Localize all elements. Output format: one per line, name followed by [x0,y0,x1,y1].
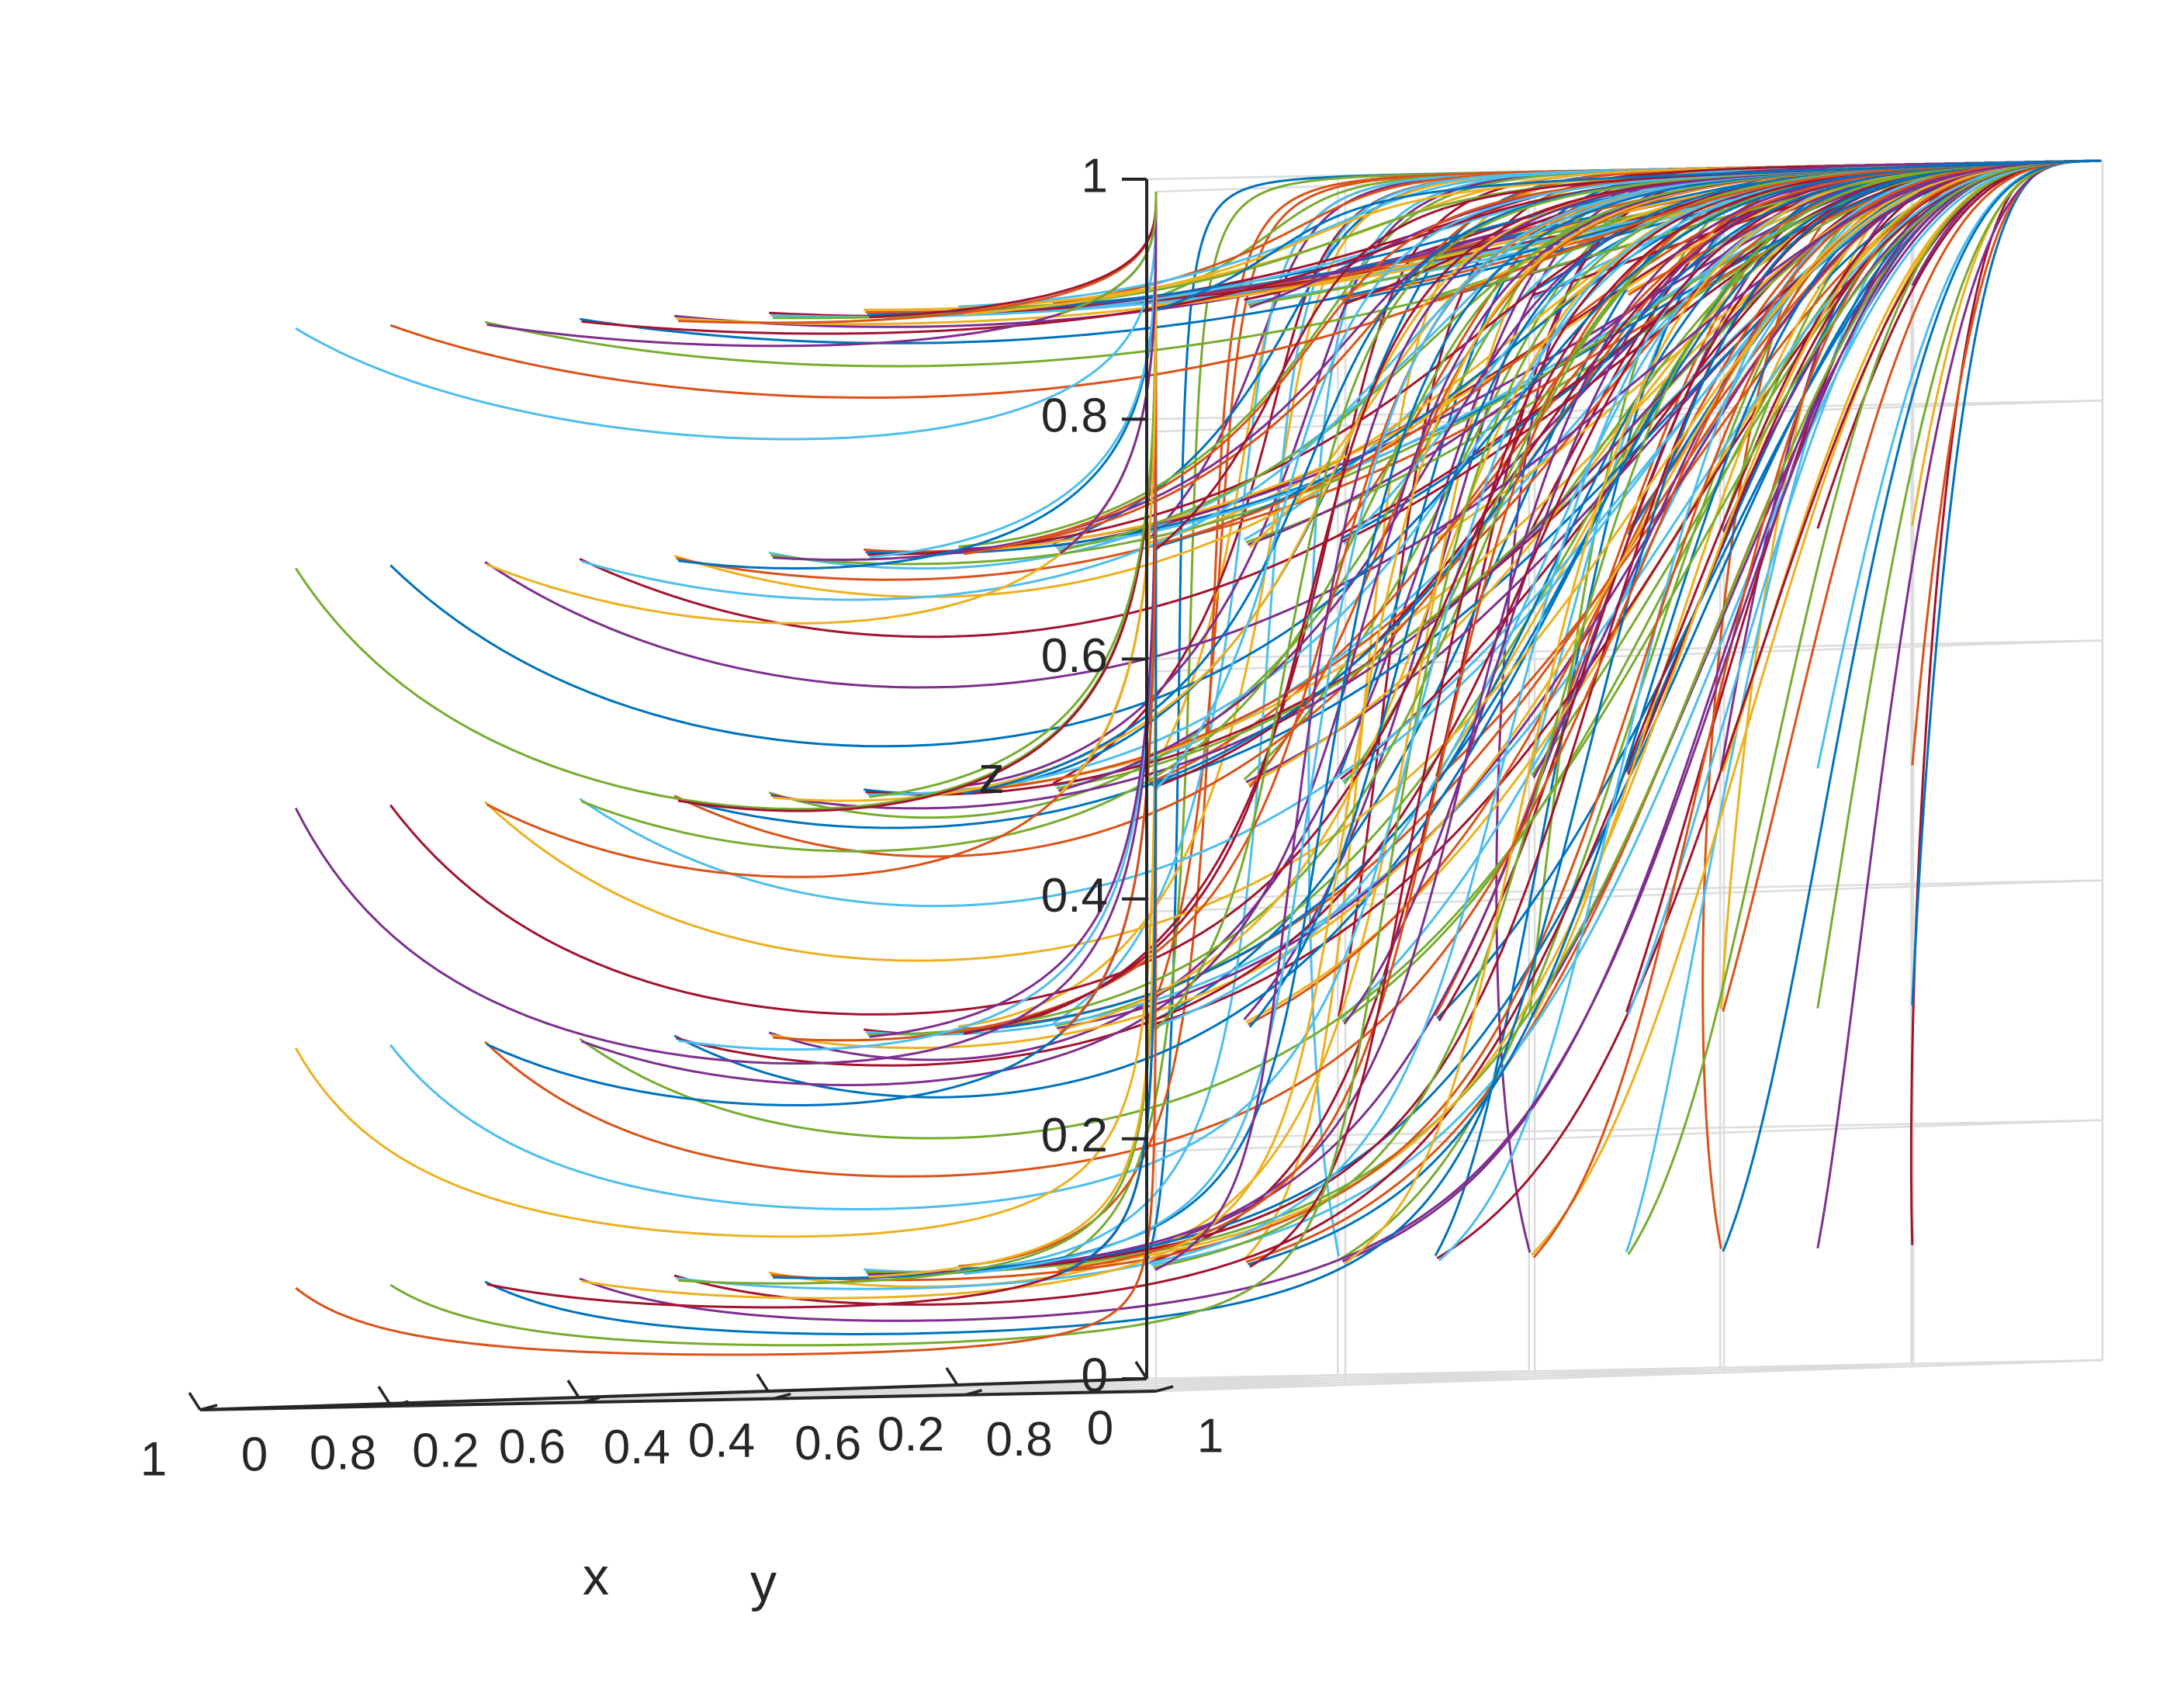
x-tick [945,1367,959,1386]
y-tick [1155,1385,1174,1393]
x-tick-label: 0.4 [688,1414,755,1467]
y-tick-label: 0.6 [794,1417,861,1470]
y-tick-label: 1 [1197,1409,1224,1463]
z-axis-label: z [978,746,1005,805]
trajectory-line [295,190,1158,441]
grid-line [774,1366,1721,1400]
x-tick [1134,1361,1148,1380]
trajectory-line [1911,159,2102,766]
y-tick [964,1389,983,1397]
x-tick [377,1386,391,1404]
grid-line [1155,1359,2103,1393]
trajectory-line [389,159,2102,1210]
y-tick-label: 0.8 [985,1413,1052,1466]
z-tick-label: 0.4 [1041,869,1108,923]
x-tick [188,1392,202,1411]
z-tick-label: 0.2 [1041,1109,1108,1162]
grid-line [964,1362,1912,1397]
x-axis-label: x [583,1547,609,1606]
grid-line [1146,879,2103,900]
axis-layer: 0 0.2 0.4 0.6 0.8 1 0 0.2 0.4 0.6 0.8 1 0 0.2 0.4 0.6 0.… [140,149,1224,1612]
trajectory-line [676,159,2102,1290]
trajectory-line [869,190,1158,559]
grid-line [1146,639,2103,660]
grid-line [1155,1119,2103,1153]
z-tick-label: 1 [1082,149,1108,203]
x-tick-label: 1 [140,1432,167,1486]
y-tick [773,1392,791,1400]
x-tick-label: 0.2 [877,1407,944,1461]
y-axis-line [199,1390,1157,1411]
trajectory-line [1911,159,2102,1006]
trajectory-line [1341,159,2102,1262]
trajectory-line [1154,159,2102,312]
trajectory-line [676,159,2102,1067]
y-tick-label: 0.2 [412,1425,479,1478]
x-tick [756,1373,770,1392]
x-tick-label: 0 [1087,1401,1113,1455]
z-tick-label: 0 [1082,1349,1108,1402]
trajectory-line [294,190,1158,1238]
y-tick-label: 0.4 [604,1421,670,1474]
trajectory-line [1909,159,2102,1245]
z-tick-label: 0.8 [1041,389,1108,443]
grid-line [582,1370,1529,1404]
y-tick [199,1404,218,1411]
y-tick-label: 0 [241,1428,268,1481]
trajectory-line [677,190,1158,570]
y-tick [582,1396,601,1404]
x-tick-label: 0.6 [499,1420,566,1473]
z-tick-label: 0.6 [1041,629,1108,683]
y-tick [390,1400,409,1407]
trajectory-line [294,190,1158,811]
x-tick [566,1380,580,1398]
x-axis-line [199,1377,1147,1411]
trajectory-layer [294,159,2102,1356]
x-tick-label: 0.8 [310,1426,376,1480]
y-axis-label: y [750,1553,777,1612]
grid-line [391,1373,1338,1407]
